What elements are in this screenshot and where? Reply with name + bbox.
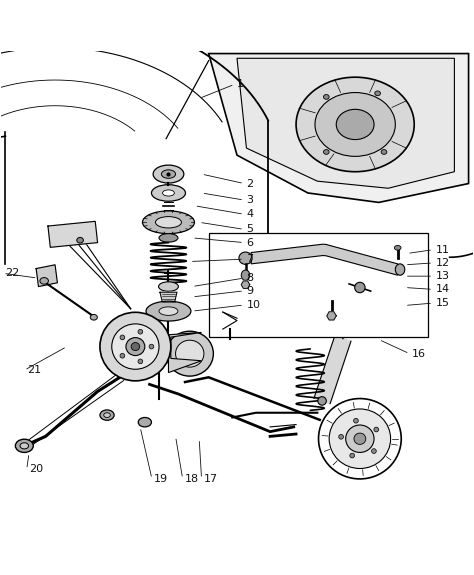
Ellipse shape — [318, 397, 326, 405]
Text: 13: 13 — [436, 271, 449, 281]
Text: 3: 3 — [246, 195, 254, 205]
Text: 2: 2 — [246, 178, 254, 189]
Text: 17: 17 — [204, 474, 218, 484]
Ellipse shape — [372, 448, 376, 454]
Ellipse shape — [126, 338, 145, 355]
Ellipse shape — [155, 217, 182, 228]
Ellipse shape — [346, 425, 374, 453]
Ellipse shape — [375, 91, 381, 95]
Polygon shape — [237, 58, 455, 188]
Ellipse shape — [40, 278, 48, 284]
Ellipse shape — [120, 335, 125, 340]
Ellipse shape — [77, 237, 83, 243]
Ellipse shape — [153, 165, 184, 183]
Text: 21: 21 — [27, 365, 41, 375]
Text: 19: 19 — [155, 474, 168, 484]
Ellipse shape — [354, 433, 366, 444]
Text: 1: 1 — [237, 79, 244, 89]
Polygon shape — [209, 53, 469, 202]
Ellipse shape — [323, 150, 329, 154]
Ellipse shape — [159, 307, 178, 315]
Ellipse shape — [381, 150, 387, 154]
Ellipse shape — [163, 190, 174, 196]
Text: 10: 10 — [246, 300, 260, 310]
Text: 11: 11 — [436, 245, 449, 255]
Polygon shape — [327, 312, 336, 320]
Ellipse shape — [20, 443, 28, 449]
Ellipse shape — [158, 282, 178, 292]
Ellipse shape — [336, 109, 374, 140]
Ellipse shape — [323, 94, 329, 99]
Ellipse shape — [175, 340, 204, 367]
Text: 18: 18 — [185, 474, 199, 484]
Ellipse shape — [315, 93, 395, 156]
Polygon shape — [241, 281, 250, 289]
Ellipse shape — [100, 410, 114, 420]
Ellipse shape — [15, 439, 33, 453]
Ellipse shape — [296, 77, 414, 172]
Polygon shape — [251, 244, 398, 275]
Ellipse shape — [152, 185, 185, 201]
Polygon shape — [314, 336, 351, 404]
Ellipse shape — [166, 331, 213, 376]
Ellipse shape — [161, 170, 175, 178]
Ellipse shape — [143, 211, 194, 233]
Text: 20: 20 — [29, 465, 43, 474]
Text: 8: 8 — [246, 273, 254, 283]
Polygon shape — [48, 221, 98, 247]
Text: 16: 16 — [412, 348, 426, 359]
Ellipse shape — [319, 398, 401, 479]
Ellipse shape — [329, 409, 391, 469]
Ellipse shape — [90, 315, 97, 320]
Ellipse shape — [146, 301, 191, 321]
Ellipse shape — [149, 344, 154, 349]
Text: 22: 22 — [5, 269, 19, 278]
Ellipse shape — [138, 417, 152, 427]
Ellipse shape — [138, 359, 143, 364]
Ellipse shape — [374, 427, 379, 432]
Text: 7: 7 — [246, 254, 254, 264]
Polygon shape — [36, 265, 57, 286]
Ellipse shape — [354, 419, 358, 423]
Ellipse shape — [112, 324, 159, 369]
Ellipse shape — [100, 312, 171, 381]
Polygon shape — [168, 332, 201, 373]
Ellipse shape — [239, 252, 252, 264]
Ellipse shape — [104, 413, 110, 417]
Ellipse shape — [395, 264, 405, 275]
Ellipse shape — [138, 329, 143, 334]
Ellipse shape — [350, 453, 355, 458]
Ellipse shape — [339, 435, 344, 439]
Ellipse shape — [120, 354, 125, 358]
Text: 4: 4 — [246, 209, 254, 219]
Polygon shape — [160, 292, 177, 304]
Ellipse shape — [241, 270, 250, 281]
Ellipse shape — [394, 246, 401, 250]
Ellipse shape — [355, 282, 365, 293]
Text: 5: 5 — [246, 224, 254, 235]
Text: 14: 14 — [436, 285, 450, 294]
Ellipse shape — [159, 233, 178, 242]
Text: 6: 6 — [246, 237, 254, 248]
Bar — [209, 233, 428, 337]
Ellipse shape — [131, 343, 140, 351]
Text: 15: 15 — [436, 298, 449, 308]
Text: 9: 9 — [246, 286, 254, 296]
Text: 12: 12 — [436, 258, 450, 268]
